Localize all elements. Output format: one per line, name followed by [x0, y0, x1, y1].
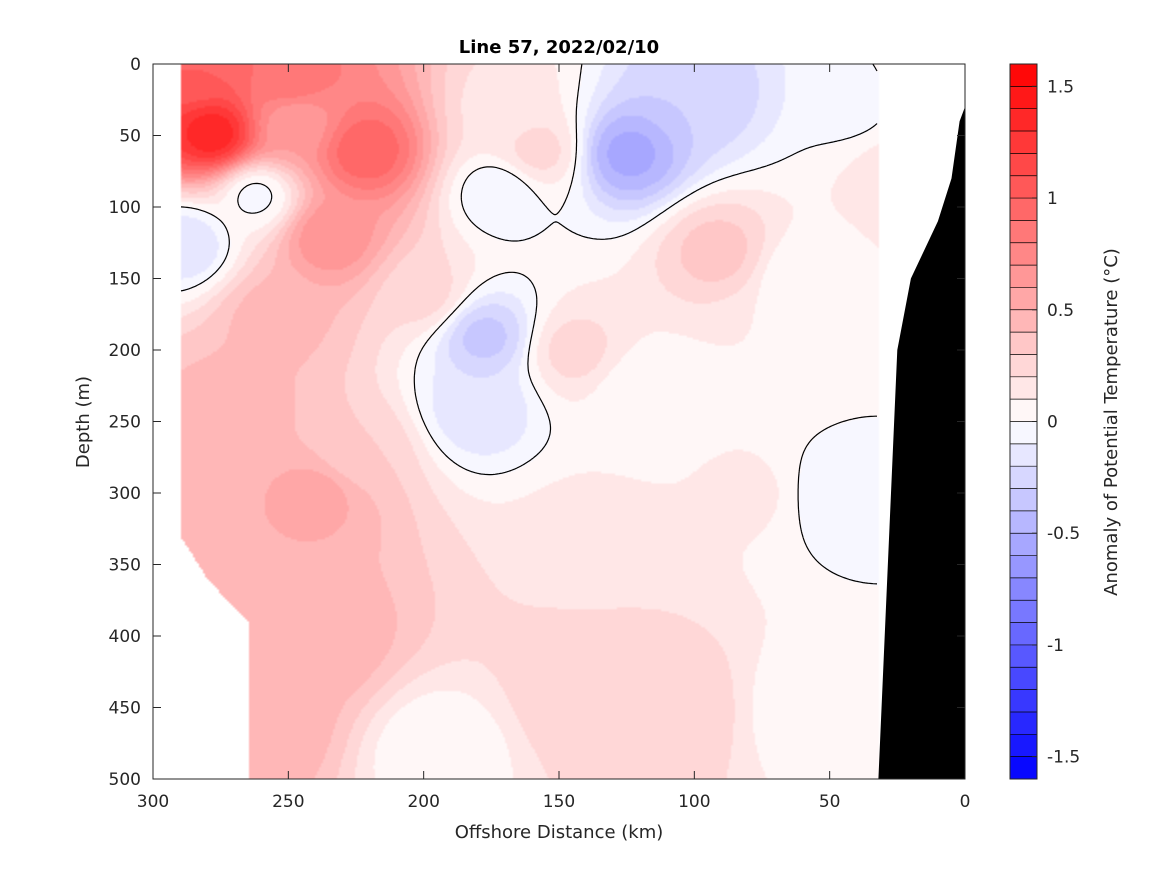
colorbar-bin — [1010, 466, 1037, 489]
y-tick-label: 150 — [109, 270, 141, 290]
colorbar-bin — [1010, 265, 1037, 288]
colorbar-bin — [1010, 153, 1037, 177]
x-tick-label: 300 — [137, 792, 169, 812]
colorbar-bin — [1010, 64, 1037, 87]
colorbar-bin — [1010, 510, 1037, 534]
colorbar-bin — [1010, 622, 1037, 646]
y-tick-label: 0 — [130, 55, 141, 75]
colorbar-bin — [1010, 131, 1037, 154]
colorbar-tick-label: 0 — [1047, 413, 1058, 433]
colorbar-bin — [1010, 108, 1037, 132]
chart-title: Line 57, 2022/02/10 — [459, 37, 659, 58]
colorbar-bin — [1010, 555, 1037, 579]
y-tick-label: 100 — [109, 198, 141, 218]
colorbar-tick-label: 1.5 — [1047, 77, 1074, 97]
colorbar — [1009, 63, 1038, 780]
colorbar-bin — [1010, 287, 1037, 311]
colorbar-ticks: -1.5 -1 -0.5 0 0.5 1 1.5 — [1032, 77, 1080, 768]
colorbar-bin — [1010, 667, 1037, 690]
y-tick-label: 500 — [109, 770, 141, 790]
x-tick-label: 50 — [819, 792, 841, 812]
colorbar-bin — [1010, 354, 1037, 378]
colorbar-bin — [1010, 332, 1037, 355]
colorbar-bin — [1010, 309, 1037, 333]
colorbar-bin — [1010, 711, 1037, 735]
y-tick-label: 200 — [109, 341, 141, 361]
colorbar-bin — [1010, 399, 1037, 422]
colorbar-tick-label: 1 — [1047, 189, 1058, 209]
colorbar-bin — [1010, 421, 1037, 445]
y-tick-label: 350 — [109, 556, 141, 576]
colorbar-bin — [1010, 175, 1037, 199]
colorbar-bin — [1010, 533, 1037, 556]
x-axis: 300 250 200 150 100 50 0 — [137, 64, 971, 812]
colorbar-bin — [1010, 198, 1037, 221]
y-tick-label: 250 — [109, 413, 141, 433]
x-tick-label: 0 — [960, 792, 971, 812]
colorbar-label: Anomaly of Potential Temperature (°C) — [1101, 248, 1122, 596]
colorbar-bin — [1010, 600, 1037, 623]
colorbar-bin — [1010, 577, 1037, 601]
y-tick-label: 50 — [119, 127, 141, 147]
x-tick-label: 250 — [272, 792, 304, 812]
temperature-anomaly-field — [153, 64, 965, 779]
y-tick-label: 400 — [109, 627, 141, 647]
zero-contour-line — [180, 64, 878, 585]
colorbar-tick-label: -1 — [1047, 636, 1064, 656]
colorbar-bin — [1010, 220, 1037, 244]
x-axis-label: Offshore Distance (km) — [455, 822, 664, 843]
colorbar-bin — [1010, 443, 1037, 467]
y-axis: 0 50 100 150 200 250 300 350 400 450 500 — [109, 55, 965, 790]
bottom-topography — [878, 106, 965, 779]
colorbar-bin — [1010, 756, 1037, 780]
y-tick-label: 450 — [109, 699, 141, 719]
x-tick-label: 200 — [407, 792, 439, 812]
colorbar-bin — [1010, 689, 1037, 713]
colorbar-bin — [1010, 488, 1037, 512]
colorbar-bin — [1010, 86, 1037, 109]
colorbar-bin — [1010, 644, 1037, 668]
plot-area — [153, 64, 965, 779]
colorbar-bin — [1010, 734, 1037, 757]
y-tick-label: 300 — [109, 484, 141, 504]
colorbar-tick-label: 0.5 — [1047, 301, 1074, 321]
colorbar-tick-label: -0.5 — [1047, 524, 1080, 544]
x-tick-label: 100 — [678, 792, 710, 812]
x-tick-label: 150 — [543, 792, 575, 812]
colorbar-bin — [1010, 242, 1037, 266]
colorbar-tick-label: -1.5 — [1047, 748, 1080, 768]
y-axis-label: Depth (m) — [73, 376, 94, 468]
colorbar-bin — [1010, 376, 1037, 400]
